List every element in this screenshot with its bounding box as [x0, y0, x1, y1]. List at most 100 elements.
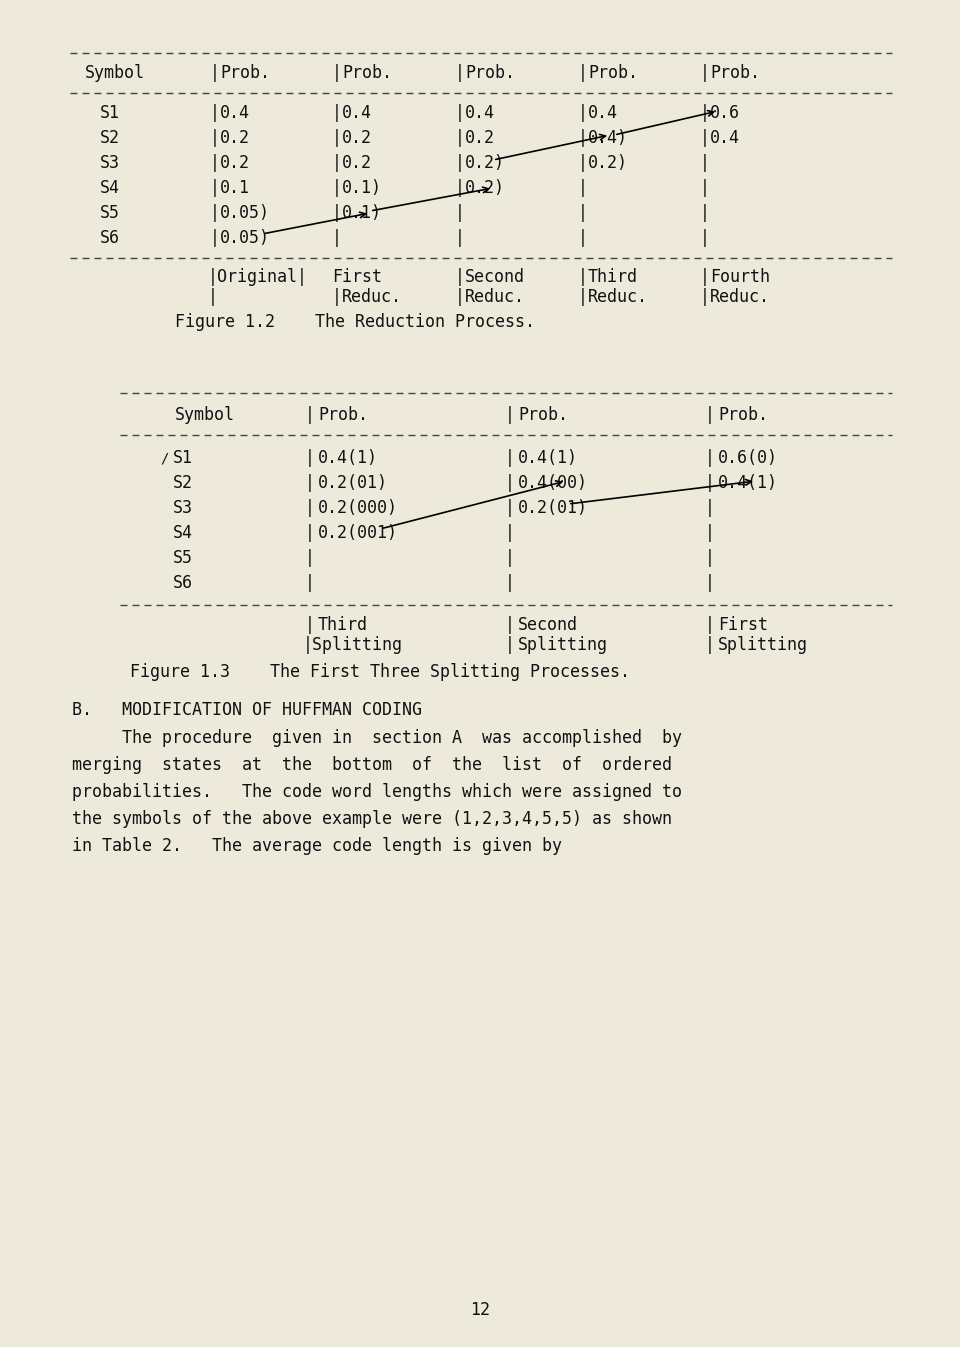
Text: |: |	[305, 405, 315, 424]
Text: S1: S1	[100, 104, 120, 123]
Text: |: |	[505, 498, 515, 517]
Text: |: |	[455, 229, 465, 247]
Text: |: |	[705, 524, 715, 541]
Text: |: |	[705, 636, 715, 655]
Text: /: /	[160, 451, 168, 465]
Text: 0.1): 0.1)	[342, 179, 382, 197]
Text: |: |	[705, 498, 715, 517]
Text: merging  states  at  the  bottom  of  the  list  of  ordered: merging states at the bottom of the list…	[72, 756, 672, 775]
Text: |: |	[700, 203, 710, 222]
Text: 0.05): 0.05)	[220, 203, 270, 222]
Text: |: |	[505, 405, 515, 424]
Text: Symbol: Symbol	[175, 405, 235, 424]
Text: 0.4: 0.4	[220, 104, 250, 123]
Text: S4: S4	[100, 179, 120, 197]
Text: 0.4(00): 0.4(00)	[518, 474, 588, 492]
Text: S6: S6	[173, 574, 193, 591]
Text: |: |	[305, 498, 315, 517]
Text: |: |	[305, 474, 315, 492]
Text: |: |	[455, 129, 465, 147]
Text: 0.4(1): 0.4(1)	[318, 449, 378, 467]
Text: |: |	[305, 449, 315, 467]
Text: 0.2: 0.2	[220, 154, 250, 172]
Text: |: |	[455, 65, 465, 82]
Text: 0.6: 0.6	[710, 104, 740, 123]
Text: |: |	[332, 104, 342, 123]
Text: Prob.: Prob.	[465, 65, 515, 82]
Text: |: |	[305, 574, 315, 591]
Text: |: |	[505, 449, 515, 467]
Text: |: |	[210, 203, 220, 222]
Text: 0.2: 0.2	[465, 129, 495, 147]
Text: 0.2): 0.2)	[588, 154, 628, 172]
Text: |: |	[305, 616, 315, 634]
Text: Third: Third	[588, 268, 638, 286]
Text: 0.4: 0.4	[465, 104, 495, 123]
Text: 0.2(001): 0.2(001)	[318, 524, 398, 541]
Text: Prob.: Prob.	[220, 65, 270, 82]
Text: |: |	[305, 524, 315, 541]
Text: |: |	[455, 268, 465, 286]
Text: 0.4: 0.4	[342, 104, 372, 123]
Text: 0.4: 0.4	[710, 129, 740, 147]
Text: |: |	[305, 550, 315, 567]
Text: |: |	[700, 229, 710, 247]
Text: S1: S1	[173, 449, 193, 467]
Text: 0.1): 0.1)	[342, 203, 382, 222]
Text: Prob.: Prob.	[588, 65, 638, 82]
Text: Reduc.: Reduc.	[465, 288, 525, 306]
Text: |: |	[332, 129, 342, 147]
Text: Symbol: Symbol	[85, 65, 145, 82]
Text: |: |	[210, 65, 220, 82]
Text: |Splitting: |Splitting	[303, 636, 403, 655]
Text: |: |	[578, 104, 588, 123]
Text: Second: Second	[465, 268, 525, 286]
Text: |: |	[332, 288, 342, 306]
Text: Fourth: Fourth	[710, 268, 770, 286]
Text: the symbols of the above example were (1,2,3,4,5,5) as shown: the symbols of the above example were (1…	[72, 810, 672, 828]
Text: in Table 2.   The average code length is given by: in Table 2. The average code length is g…	[72, 836, 562, 855]
Text: 0.6(0): 0.6(0)	[718, 449, 778, 467]
Text: |: |	[332, 203, 342, 222]
Text: Prob.: Prob.	[342, 65, 392, 82]
Text: Second: Second	[518, 616, 578, 634]
Text: |Original|: |Original|	[208, 268, 308, 286]
Text: Prob.: Prob.	[518, 405, 568, 424]
Text: |: |	[578, 288, 588, 306]
Text: |: |	[705, 449, 715, 467]
Text: Reduc.: Reduc.	[342, 288, 402, 306]
Text: S3: S3	[173, 498, 193, 517]
Text: S2: S2	[173, 474, 193, 492]
Text: |: |	[210, 129, 220, 147]
Text: |: |	[210, 229, 220, 247]
Text: Reduc.: Reduc.	[588, 288, 648, 306]
Text: 0.4: 0.4	[588, 104, 618, 123]
Text: |: |	[210, 104, 220, 123]
Text: |: |	[700, 154, 710, 172]
Text: 0.4): 0.4)	[588, 129, 628, 147]
Text: 0.05): 0.05)	[220, 229, 270, 247]
Text: |: |	[700, 129, 710, 147]
Text: Figure 1.3    The First Three Splitting Processes.: Figure 1.3 The First Three Splitting Pro…	[130, 663, 630, 682]
Text: 0.2(000): 0.2(000)	[318, 498, 398, 517]
Text: 0.1: 0.1	[220, 179, 250, 197]
Text: |: |	[578, 179, 588, 197]
Text: Prob.: Prob.	[710, 65, 760, 82]
Text: |: |	[578, 268, 588, 286]
Text: 0.2(01): 0.2(01)	[318, 474, 388, 492]
Text: |: |	[332, 229, 342, 247]
Text: S5: S5	[100, 203, 120, 222]
Text: |: |	[578, 154, 588, 172]
Text: S3: S3	[100, 154, 120, 172]
Text: Splitting: Splitting	[718, 636, 808, 655]
Text: |: |	[455, 203, 465, 222]
Text: |: |	[578, 203, 588, 222]
Text: |: |	[455, 288, 465, 306]
Text: Prob.: Prob.	[718, 405, 768, 424]
Text: 0.4(1): 0.4(1)	[518, 449, 578, 467]
Text: |: |	[700, 288, 710, 306]
Text: |: |	[332, 179, 342, 197]
Text: |: |	[705, 550, 715, 567]
Text: First: First	[332, 268, 382, 286]
Text: |: |	[505, 524, 515, 541]
